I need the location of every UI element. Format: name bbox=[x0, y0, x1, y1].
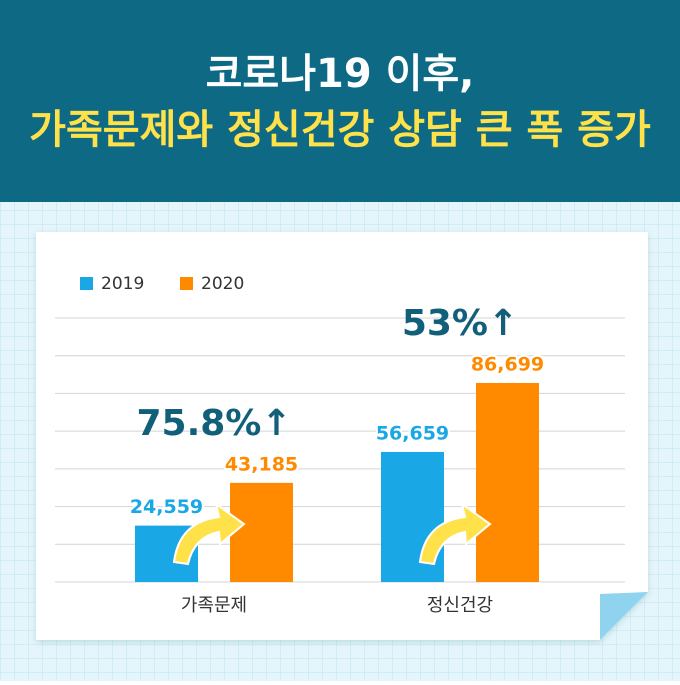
value-label: 56,659 bbox=[376, 422, 449, 444]
x-tick-label: 가족문제 bbox=[181, 595, 247, 616]
bar bbox=[230, 482, 293, 582]
legend-label: 2020 bbox=[201, 274, 244, 294]
value-label: 43,185 bbox=[225, 453, 298, 475]
legend-swatch bbox=[80, 277, 93, 290]
arrow bbox=[418, 501, 492, 566]
value-label: 24,559 bbox=[130, 496, 203, 518]
plot: 2019 2020 가족문제 24,559 43,185 75.8%↑ 정신건강 56,659… bbox=[55, 274, 625, 616]
value-label: 86,699 bbox=[471, 353, 544, 375]
legend-label: 2019 bbox=[101, 274, 144, 294]
subtitle: 가족문제와 정신건강 상담 큰 폭 증가 bbox=[29, 107, 651, 153]
bar bbox=[476, 382, 539, 582]
title: 코로나19 이후, bbox=[206, 51, 475, 97]
annotation: 53%↑ bbox=[402, 303, 518, 344]
legend-swatch bbox=[180, 277, 193, 290]
arrow bbox=[172, 501, 246, 566]
annotation: 75.8%↑ bbox=[136, 403, 291, 444]
header bbox=[0, 0, 680, 202]
folded-corner bbox=[600, 592, 648, 640]
x-tick-label: 정신건강 bbox=[427, 595, 493, 616]
